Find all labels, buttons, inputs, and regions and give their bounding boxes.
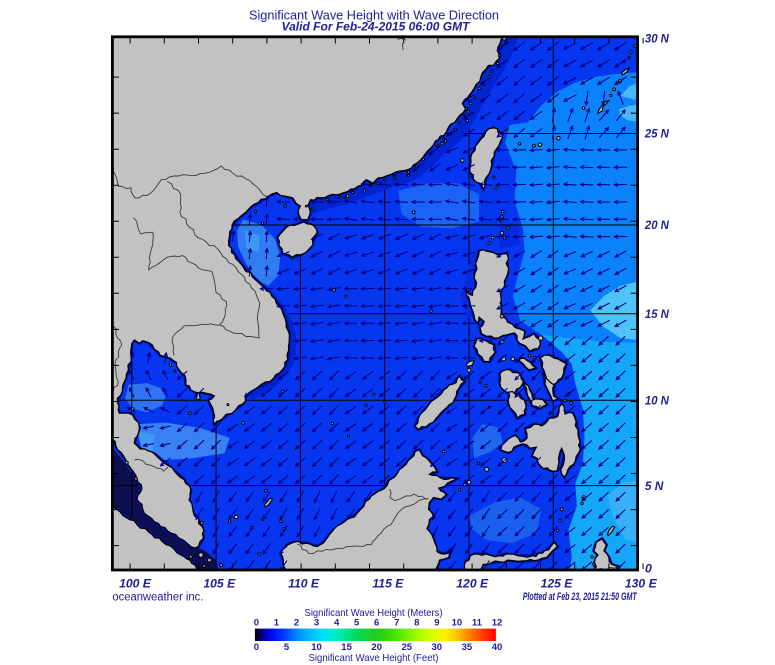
svg-text:5: 5 <box>354 618 360 629</box>
svg-text:10: 10 <box>311 642 322 653</box>
svg-text:10 N: 10 N <box>645 394 670 408</box>
svg-text:35: 35 <box>462 642 473 653</box>
svg-text:4: 4 <box>334 618 340 629</box>
svg-text:25 N: 25 N <box>644 127 670 141</box>
svg-text:30 N: 30 N <box>645 31 670 45</box>
svg-text:30: 30 <box>432 642 443 653</box>
svg-text:0: 0 <box>254 618 259 629</box>
svg-text:125 E: 125 E <box>541 576 574 590</box>
svg-text:7: 7 <box>394 618 399 629</box>
svg-text:25: 25 <box>402 642 413 653</box>
svg-text:Valid For Feb-24-2015 06:00 GM: Valid For Feb-24-2015 06:00 GMT <box>282 20 472 34</box>
svg-text:40: 40 <box>492 642 503 653</box>
svg-text:1: 1 <box>274 618 280 629</box>
svg-text:10: 10 <box>452 618 463 629</box>
svg-text:2: 2 <box>294 618 299 629</box>
svg-text:15 N: 15 N <box>645 307 670 321</box>
svg-text:11: 11 <box>472 618 483 629</box>
svg-text:12: 12 <box>492 618 503 629</box>
svg-text:100 E: 100 E <box>119 576 152 590</box>
svg-text:0: 0 <box>254 642 259 653</box>
svg-text:8: 8 <box>414 618 419 629</box>
svg-text:6: 6 <box>374 618 379 629</box>
svg-text:120 E: 120 E <box>456 576 489 590</box>
svg-text:9: 9 <box>434 618 439 629</box>
svg-text:0: 0 <box>645 561 652 575</box>
svg-text:3: 3 <box>314 618 319 629</box>
svg-text:20 N: 20 N <box>644 218 670 232</box>
svg-text:105 E: 105 E <box>203 576 236 590</box>
svg-text:20: 20 <box>371 642 382 653</box>
svg-text:Significant Wave Height (Meter: Significant Wave Height (Meters) <box>305 608 443 619</box>
svg-text:oceanweather inc.: oceanweather inc. <box>112 591 203 603</box>
svg-text:110 E: 110 E <box>288 576 320 590</box>
svg-text:115 E: 115 E <box>372 576 404 590</box>
svg-text:130 E: 130 E <box>625 576 658 590</box>
svg-text:15: 15 <box>341 642 352 653</box>
svg-text:5: 5 <box>284 642 290 653</box>
svg-text:5 N: 5 N <box>645 479 665 493</box>
svg-text:Significant Wave Height with W: Significant Wave Height with Wave Direct… <box>249 7 499 22</box>
svg-text:Significant Wave Height (Feet): Significant Wave Height (Feet) <box>309 653 439 664</box>
svg-text:Plotted at Feb 23, 2015 21:50: Plotted at Feb 23, 2015 21:50 GMT <box>523 591 638 603</box>
